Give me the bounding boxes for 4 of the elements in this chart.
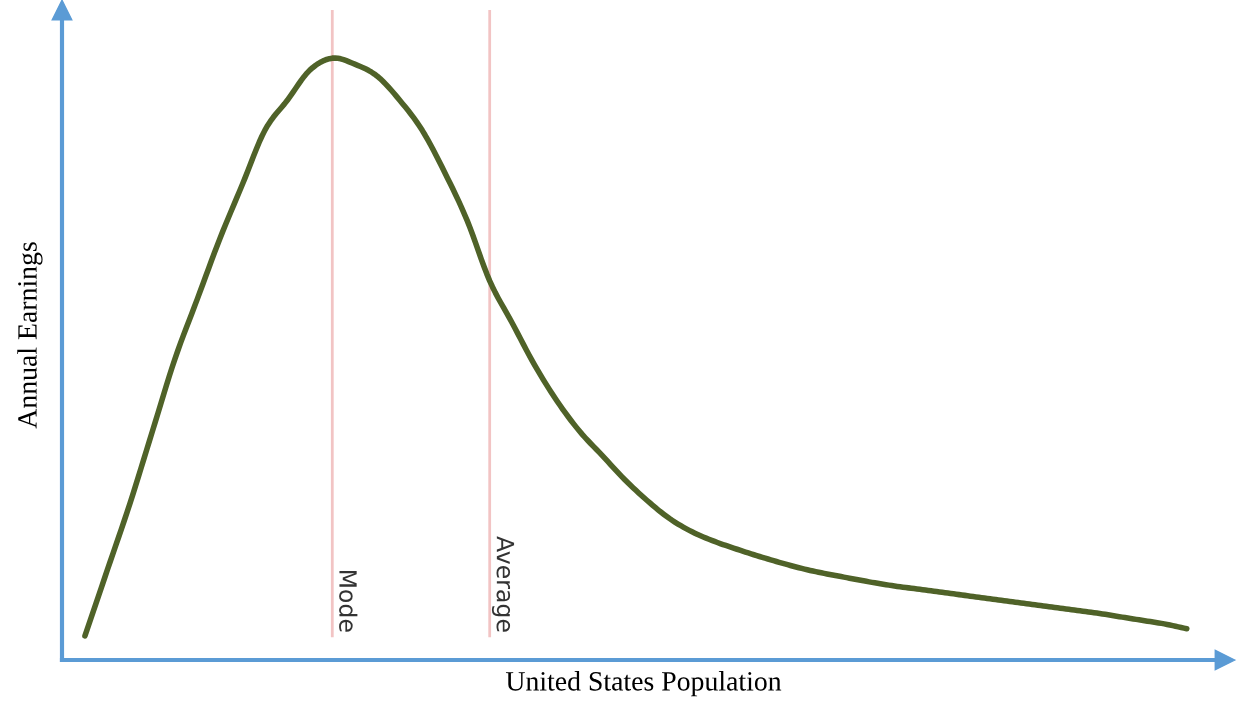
annotation: Mode	[339, 570, 358, 632]
y-axis-title: Annual Earnings	[17, 242, 43, 429]
x-axis-title: United States Population	[505, 671, 782, 697]
annotation: Average	[491, 536, 515, 632]
